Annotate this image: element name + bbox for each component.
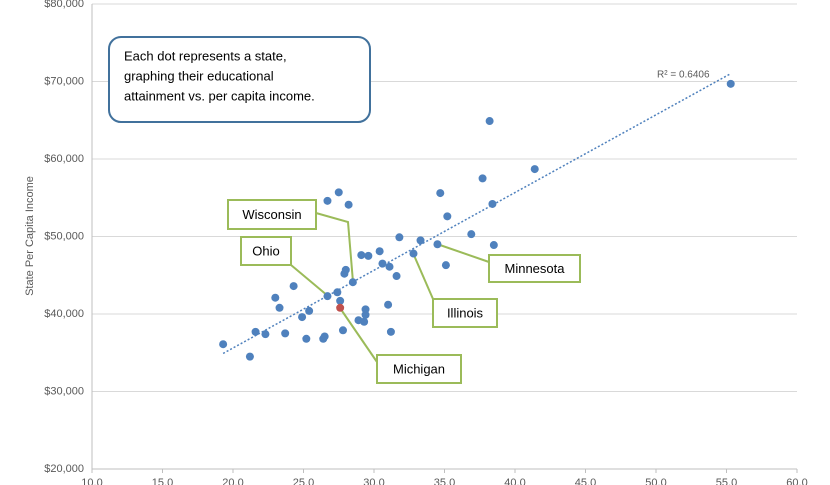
point: [251, 327, 260, 336]
point: [281, 329, 290, 338]
point: [386, 327, 395, 336]
point: [261, 330, 270, 339]
y-tick-label: $20,000: [44, 463, 84, 475]
x-tick-label: 55.0: [716, 477, 737, 485]
y-tick-label: $30,000: [44, 385, 84, 397]
callout-box: [240, 236, 292, 266]
callout-label: Ohio: [252, 243, 279, 258]
point: [344, 200, 353, 209]
point: [416, 236, 425, 245]
point: [361, 305, 370, 314]
callout-box: [432, 298, 498, 328]
x-tick-label: 60.0: [786, 477, 807, 485]
point: [338, 326, 347, 335]
point: [478, 174, 487, 183]
x-tick-label: 35.0: [434, 477, 455, 485]
x-tick-label: 10.0: [81, 477, 102, 485]
note-text: Each dot represents a state,: [124, 48, 287, 63]
point: [364, 251, 373, 260]
y-tick-label: $40,000: [44, 308, 84, 320]
point: [323, 292, 332, 301]
callout-label: Illinois: [447, 305, 484, 320]
y-tick-label: $60,000: [44, 153, 84, 165]
point: [436, 189, 445, 198]
point: [375, 247, 384, 256]
point: [298, 313, 307, 322]
point: [323, 196, 332, 205]
callout-label: Michigan: [393, 361, 445, 376]
point: [385, 262, 394, 271]
note-text: attainment vs. per capita income.: [124, 88, 315, 103]
point: [271, 293, 280, 302]
callout-box: [376, 354, 462, 384]
point: [289, 282, 298, 291]
point: [530, 165, 539, 174]
x-tick-label: 15.0: [152, 477, 173, 485]
x-tick-label: 50.0: [645, 477, 666, 485]
callout-leader: [436, 243, 490, 263]
note-text: graphing their educational: [124, 68, 274, 83]
point: [433, 240, 442, 249]
point: [467, 230, 476, 239]
y-tick-label: $80,000: [44, 0, 84, 10]
y-tick-label: $70,000: [44, 75, 84, 87]
point: [302, 334, 311, 343]
callout-leader: [290, 264, 329, 297]
point: [357, 251, 366, 260]
point: [488, 199, 497, 208]
point: [409, 249, 418, 258]
point: [489, 241, 498, 250]
point: [395, 233, 404, 242]
point: [275, 303, 284, 312]
point: [441, 261, 450, 270]
x-tick-label: 25.0: [293, 477, 314, 485]
callout-leader: [339, 307, 378, 363]
point: [378, 259, 387, 268]
point: [334, 188, 343, 197]
y-tick-label: $50,000: [44, 230, 84, 242]
x-tick-label: 20.0: [222, 477, 243, 485]
point: [384, 300, 393, 309]
note-box: [108, 36, 371, 123]
callout-label: Minnesota: [505, 261, 566, 276]
point: [485, 117, 494, 126]
callout-box: [227, 199, 317, 230]
point: [392, 272, 401, 281]
point: [336, 303, 345, 312]
point: [348, 278, 357, 287]
x-tick-label: 30.0: [363, 477, 384, 485]
point: [320, 332, 329, 341]
point: [336, 296, 345, 305]
point: [443, 212, 452, 221]
point: [245, 352, 254, 361]
x-tick-label: 45.0: [575, 477, 596, 485]
point: [341, 265, 350, 274]
point: [305, 306, 314, 315]
trendline: [222, 72, 732, 355]
callout-leader: [412, 252, 434, 300]
point: [333, 288, 342, 297]
callout-label: Wisconsin: [242, 207, 301, 222]
r2-label: R² = 0.6406: [657, 70, 710, 81]
point: [726, 79, 735, 88]
y-axis-label: State Per Capita Income: [24, 176, 36, 296]
point: [360, 317, 369, 326]
callout-box: [488, 254, 581, 283]
x-tick-label: 40.0: [504, 477, 525, 485]
callout-leader: [315, 212, 354, 283]
point: [219, 340, 228, 349]
